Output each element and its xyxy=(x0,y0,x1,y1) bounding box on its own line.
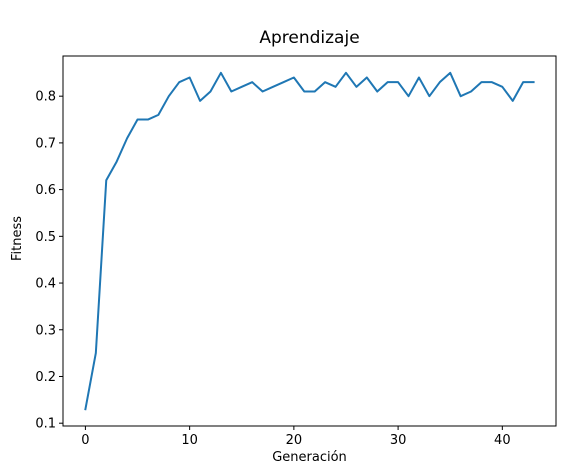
y-tick-label-2: 0.3 xyxy=(35,323,56,338)
x-tick-label-2: 20 xyxy=(286,433,303,448)
plot-area: 0 10 20 30 40 0.1 0.2 0.3 0.4 0.5 0.6 0.7 0.8 xyxy=(35,55,557,448)
y-tick-label-7: 0.8 xyxy=(35,90,56,105)
x-axis-label: Generación xyxy=(272,450,347,465)
chart-title: Aprendizaje xyxy=(259,28,359,48)
y-tick-label-3: 0.4 xyxy=(35,277,56,292)
x-tick-label-0: 0 xyxy=(81,433,89,448)
y-tick-label-0: 0.1 xyxy=(35,417,56,432)
axes-frame xyxy=(62,55,557,427)
y-tick-label-1: 0.2 xyxy=(35,370,56,385)
y-axis-label: Fitness xyxy=(10,216,25,261)
y-tick-label-6: 0.7 xyxy=(35,136,56,151)
y-tick-label-4: 0.5 xyxy=(35,230,56,245)
series-line-0 xyxy=(84,71,535,411)
x-tick-label-4: 40 xyxy=(494,433,511,448)
x-tick-label-1: 10 xyxy=(181,433,198,448)
x-tick-label-3: 30 xyxy=(390,433,407,448)
y-tick-label-5: 0.6 xyxy=(35,183,56,198)
